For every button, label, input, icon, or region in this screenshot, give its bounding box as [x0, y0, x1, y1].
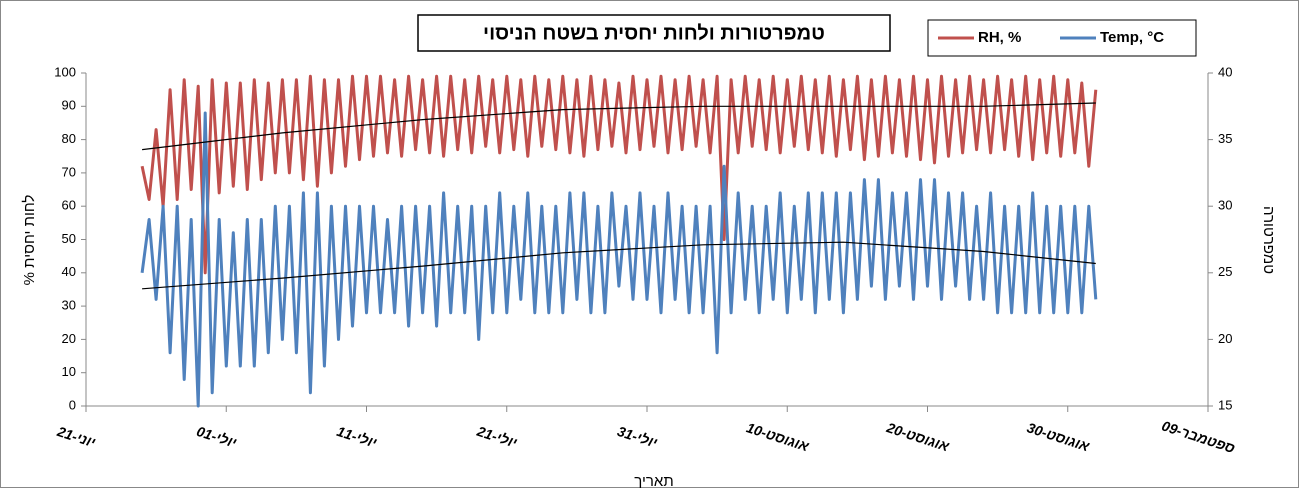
legend-label: RH, % [978, 29, 1021, 46]
title-box [417, 14, 891, 52]
y-tick-label: 80 [62, 131, 76, 146]
y2-tick-label: 40 [1218, 64, 1232, 79]
y2-tick-label: 15 [1218, 397, 1232, 412]
y-tick-label: 40 [62, 264, 76, 279]
y-tick-label: 90 [62, 98, 76, 113]
series-line [140, 111, 1098, 408]
y-tick-label: 60 [62, 198, 76, 213]
trend-line [142, 241, 1096, 290]
y-tick-label: 100 [54, 64, 76, 79]
y-tick-label: 10 [62, 364, 76, 379]
chart-title: טמפרטורות ולחות יחסית בשטח הניסוי [483, 22, 825, 44]
series-line [140, 74, 1098, 275]
y2-tick-label: 25 [1218, 264, 1232, 279]
y2-tick-label: 20 [1218, 331, 1232, 346]
y-tick-label: 50 [62, 231, 76, 246]
trend-line [142, 102, 1096, 151]
y2-tick-label: 30 [1218, 198, 1232, 213]
y2-tick-label: 35 [1218, 131, 1232, 146]
y-tick-label: 20 [62, 331, 76, 346]
y-tick-label: 70 [62, 164, 76, 179]
y-tick-label: 0 [69, 397, 76, 412]
legend-label: Temp, °C [1100, 29, 1164, 46]
y-tick-label: 30 [62, 298, 76, 313]
y-axis-title: לחות יחסית % [21, 195, 38, 286]
x-axis-title: תאריך [634, 473, 673, 488]
y2-axis-title: טמפרטורה [1260, 206, 1277, 274]
